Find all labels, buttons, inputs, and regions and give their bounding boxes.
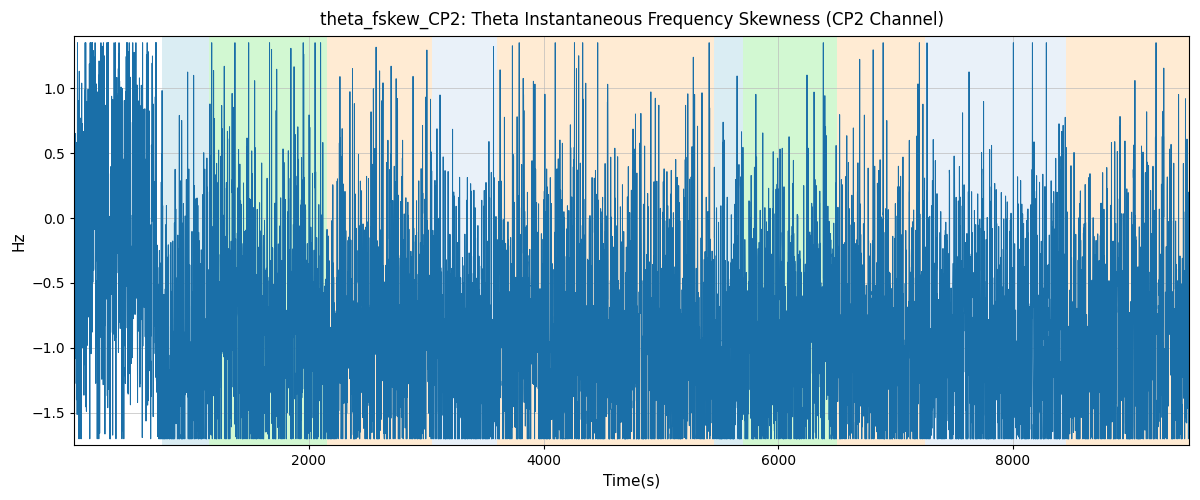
Bar bbox=[925, 36, 1066, 446]
Bar bbox=[1066, 36, 1189, 446]
Y-axis label: Hz: Hz bbox=[11, 231, 26, 250]
Bar bbox=[836, 36, 925, 446]
Bar bbox=[209, 36, 326, 446]
Bar bbox=[162, 36, 209, 446]
Bar bbox=[743, 36, 836, 446]
X-axis label: Time(s): Time(s) bbox=[602, 474, 660, 489]
Bar bbox=[432, 36, 497, 446]
Bar bbox=[326, 36, 432, 446]
Title: theta_fskew_CP2: Theta Instantaneous Frequency Skewness (CP2 Channel): theta_fskew_CP2: Theta Instantaneous Fre… bbox=[319, 11, 943, 30]
Bar bbox=[714, 36, 743, 446]
Bar bbox=[497, 36, 714, 446]
